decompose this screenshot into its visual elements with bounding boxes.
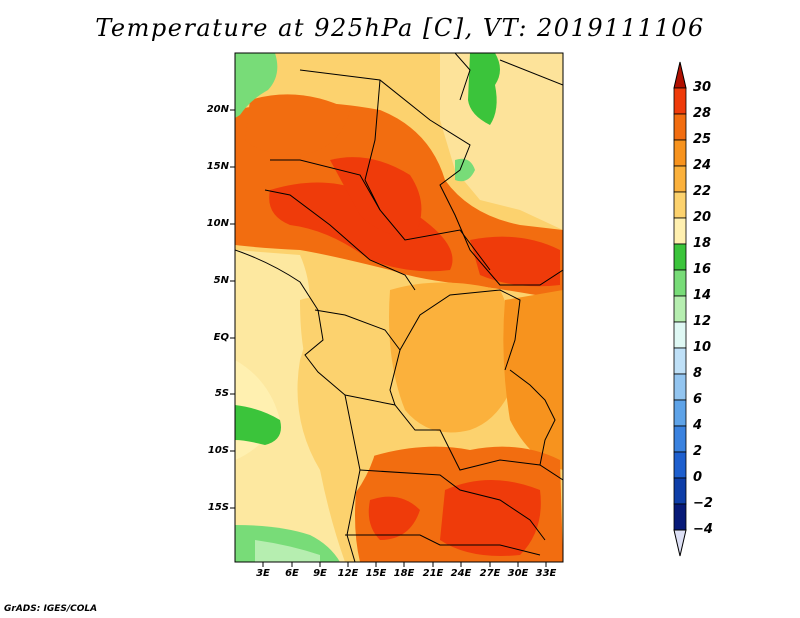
colorbar-tick-label: 6 [693,392,703,407]
colorbar-tick-label: 12 [693,314,712,329]
colorbar-segment [673,373,687,401]
colorbar-segment [673,399,687,427]
lat-label: 15S [207,502,229,513]
colorbar-tick-label: 25 [693,132,712,147]
colorbar-tick-label: 8 [693,366,703,381]
lon-label: 24E [450,568,472,579]
colorbar-segment [673,321,687,349]
country-borders [235,53,563,562]
lon-label: 21E [422,568,444,579]
colorbar-tick-label: 14 [693,288,712,303]
colorbar-tick-label: 4 [693,418,703,433]
map-frame [234,52,564,563]
colorbar-segment [673,477,687,505]
colorbar-tick-label: 18 [693,236,712,251]
lon-label: 3E [256,568,270,579]
axis-ticks [230,109,547,567]
lon-label: 30E [507,568,529,579]
lon-label: 15E [365,568,387,579]
colorbar-segment [673,451,687,479]
colorbar-segment [673,503,687,531]
temperature-field [235,53,563,562]
lat-label: EQ [213,332,229,343]
lat-label: 5N [213,275,229,286]
lon-label: 27E [479,568,501,579]
colorbar-tick-label: 22 [693,184,712,199]
lon-label: 12E [337,568,359,579]
colorbar-segment [673,165,687,193]
colorbar-segment [673,243,687,271]
colorbar-segment [673,139,687,167]
colorbar-segment [673,113,687,141]
colorbar-top-arrow [673,61,687,89]
lon-label: 33E [535,568,557,579]
colorbar [673,61,687,557]
lat-label: 20N [206,104,229,115]
lon-label: 6E [285,568,299,579]
lon-label: 9E [313,568,327,579]
lon-label: 18E [393,568,415,579]
colorbar-tick-label: 28 [693,106,712,121]
colorbar-segment [673,347,687,375]
colorbar-segment [673,425,687,453]
colorbar-tick-label: 16 [693,262,712,277]
colorbar-segment [673,191,687,219]
lat-label: 10S [207,445,229,456]
colorbar-segment [673,295,687,323]
colorbar-tick-label: 20 [693,210,712,225]
colorbar-tick-label: −2 [693,496,713,511]
lat-label: 10N [206,218,229,229]
colorbar-segment [673,87,687,115]
chart-title: Temperature at 925hPa [C], VT: 201911110… [95,14,705,42]
colorbar-tick-label: 24 [693,158,712,173]
lat-label: 5S [214,388,229,399]
colorbar-bottom-arrow [673,529,687,557]
colorbar-tick-label: −4 [693,522,713,537]
credit-text: GrADS: IGES/COLA [4,604,98,614]
colorbar-tick-label: 2 [693,444,703,459]
colorbar-segment [673,269,687,297]
colorbar-tick-label: 30 [693,80,712,95]
colorbar-tick-label: 10 [693,340,712,355]
colorbar-tick-label: 0 [693,470,703,485]
lat-label: 15N [206,161,229,172]
colorbar-segment [673,217,687,245]
